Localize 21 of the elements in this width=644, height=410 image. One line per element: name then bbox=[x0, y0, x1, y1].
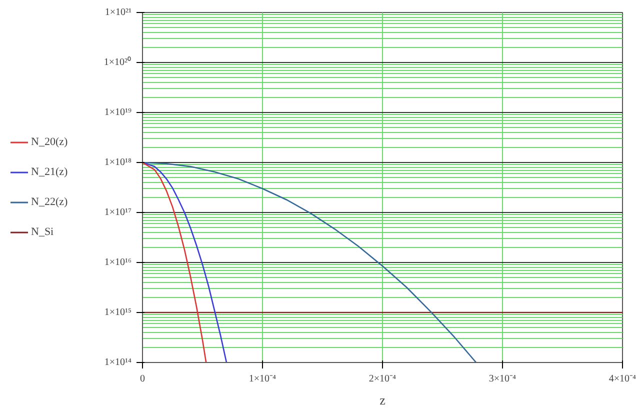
legend-label: N_20(z) bbox=[31, 136, 68, 148]
y-tick-label: 1×10²¹ bbox=[104, 7, 132, 18]
line-series bbox=[142, 162, 207, 362]
y-tick-label: 1×10²⁰ bbox=[104, 56, 132, 68]
x-tick-label: 1×10⁻⁴ bbox=[248, 374, 277, 384]
y-tick-label: 1×10¹⁹ bbox=[104, 107, 132, 118]
y-tick-label: 1×10¹⁸ bbox=[104, 157, 132, 168]
x-axis-title: z bbox=[380, 392, 386, 408]
legend-label: N_Si bbox=[31, 226, 54, 238]
y-tick-label: 1×10¹⁵ bbox=[104, 307, 132, 318]
y-tick-label: 1×10¹⁶ bbox=[104, 257, 132, 268]
legend-label: N_22(z) bbox=[31, 196, 68, 208]
x-tick-label: 0 bbox=[140, 374, 145, 384]
line-series bbox=[142, 162, 477, 362]
x-tick-label: 2×10⁻⁴ bbox=[368, 374, 397, 384]
x-tick-label: 3×10⁻⁴ bbox=[488, 374, 517, 384]
x-tick-label: 4×10⁻⁴ bbox=[608, 374, 637, 384]
y-tick-label: 1×10¹⁷ bbox=[104, 207, 132, 218]
legend-label: N_21(z) bbox=[31, 166, 68, 178]
y-tick-label: 1×10¹⁴ bbox=[104, 357, 132, 368]
line-series bbox=[142, 162, 228, 362]
